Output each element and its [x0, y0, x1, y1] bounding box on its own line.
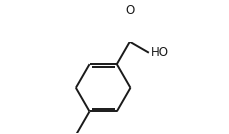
Text: HO: HO	[150, 46, 168, 59]
Text: O: O	[125, 4, 134, 17]
